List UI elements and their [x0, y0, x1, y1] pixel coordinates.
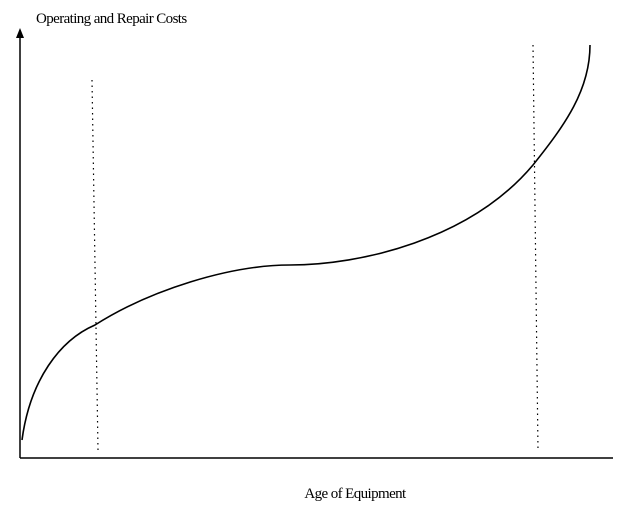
- y-axis-label: Operating and Repair Costs: [36, 11, 187, 27]
- cost-curve: [21, 44, 591, 441]
- y-axis-arrow: [16, 28, 24, 38]
- x-axis-label: Age of Equipment: [304, 486, 407, 502]
- dotted-line: [532, 44, 539, 451]
- dotted-line: [91, 79, 99, 451]
